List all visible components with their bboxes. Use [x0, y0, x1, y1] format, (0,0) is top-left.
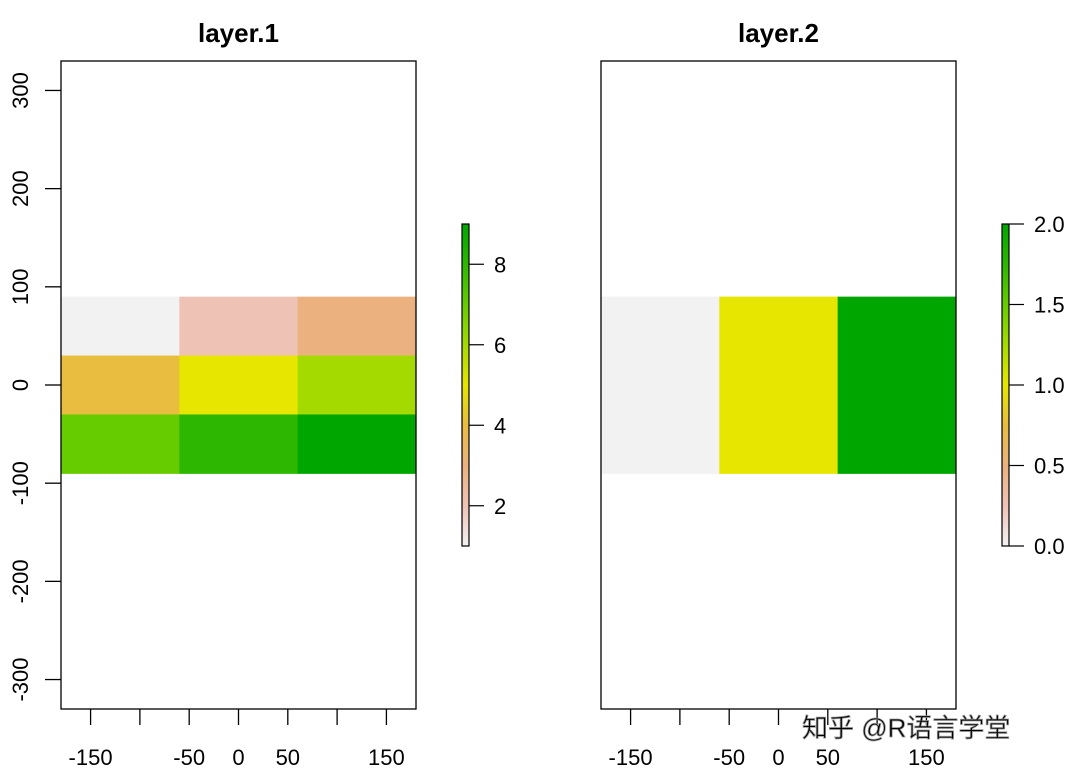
panel-1: layer.1 -150 -50 0 50 150 -300 -200 -100 0 100 200 3… — [8, 18, 506, 770]
legend-tick-label: 1.5 — [1034, 293, 1065, 318]
x-tick-label: -150 — [609, 745, 653, 770]
raster-cell — [297, 414, 417, 474]
y-tick-label: 0 — [8, 379, 33, 391]
legend-tick-label: 8 — [494, 252, 506, 277]
y-tick-label: -200 — [8, 559, 33, 603]
raster-cell — [719, 296, 839, 474]
raster-cell — [61, 355, 180, 415]
x-tick-label: -150 — [69, 745, 113, 770]
x-tick-label: 0 — [232, 745, 244, 770]
x-tick-label: 150 — [368, 745, 405, 770]
chart-title: layer.1 — [198, 18, 279, 48]
y-tick-label: -100 — [8, 461, 33, 505]
legend-tick-label: 4 — [494, 413, 506, 438]
x-tick-label: 50 — [816, 745, 840, 770]
raster-cell — [601, 296, 720, 474]
x-tick-label: -50 — [173, 745, 205, 770]
legend-colorbar — [461, 223, 470, 547]
y-tick-label: 300 — [8, 72, 33, 109]
raster-cell — [837, 296, 957, 474]
chart-title: layer.2 — [738, 18, 819, 48]
x-tick-label: 50 — [276, 745, 300, 770]
raster-cell — [179, 296, 299, 357]
raster-cell — [297, 355, 417, 415]
legend-tick-label: 0.0 — [1034, 534, 1065, 559]
x-tick-label: 0 — [772, 745, 784, 770]
raster-cell — [179, 355, 299, 415]
y-tick-label: -300 — [8, 658, 33, 702]
legend-tick-label: 2 — [494, 494, 506, 519]
x-tick-label: -50 — [713, 745, 745, 770]
y-tick-label: 200 — [8, 170, 33, 207]
legend-colorbar — [1001, 223, 1010, 547]
raster-cell — [297, 296, 417, 357]
panel-2: layer.2 -150 -50 0 50 150 0.0 0.5 1.0 1.5 2.0 — [600, 18, 1065, 770]
y-tick-label: 100 — [8, 268, 33, 305]
legend-tick-label: 0.5 — [1034, 454, 1065, 479]
raster-cell — [61, 296, 180, 357]
legend-tick-label: 1.0 — [1034, 373, 1065, 398]
raster-cell — [179, 414, 299, 474]
x-tick-label: 150 — [908, 745, 945, 770]
watermark: 知乎 @R语言学堂 — [802, 713, 1010, 743]
raster-cell — [61, 414, 180, 474]
legend-tick-label: 6 — [494, 333, 506, 358]
legend-tick-label: 2.0 — [1034, 212, 1065, 237]
